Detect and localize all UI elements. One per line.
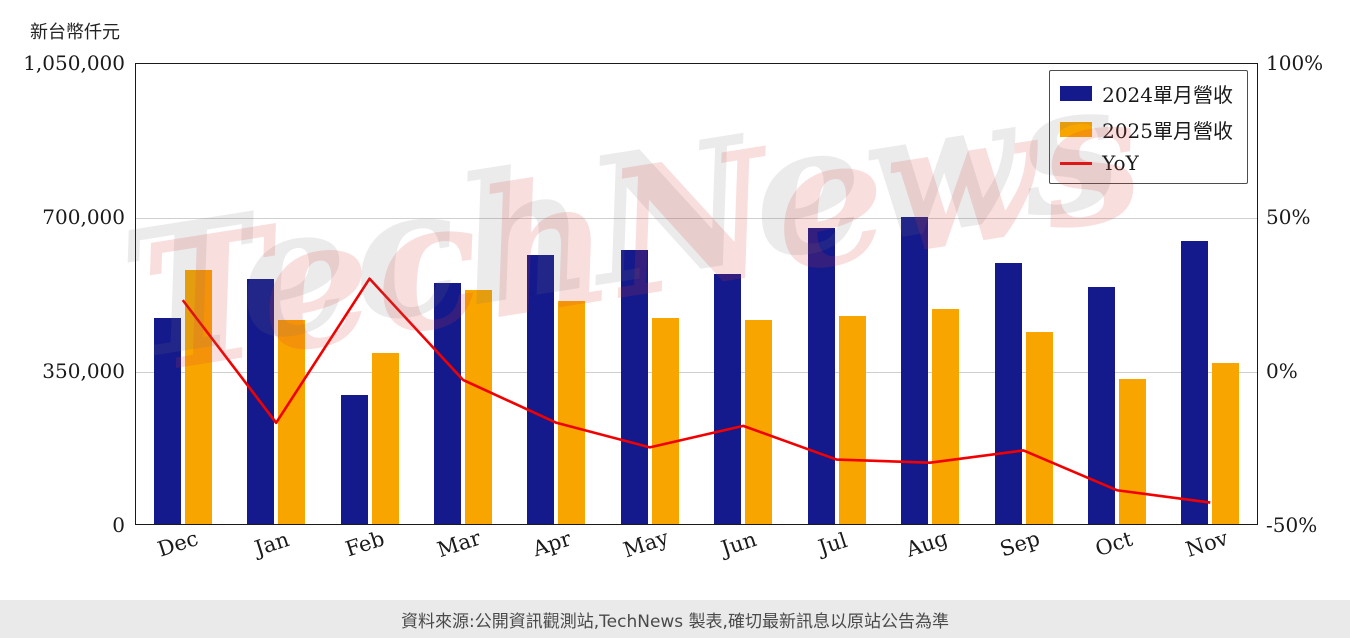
x-tick-oct: Oct	[1092, 526, 1136, 562]
legend-swatch-2024	[1060, 86, 1093, 101]
bar-2025單月營收-sep	[1025, 332, 1053, 524]
bar-group-apr	[510, 64, 603, 524]
x-tick-apr: Apr	[530, 526, 575, 562]
plot-area: 2024單月營收 2025單月營收 YoY	[135, 63, 1258, 525]
x-tick-jan: Jan	[251, 527, 292, 561]
yoy-line-chart	[136, 64, 1257, 524]
legend-item-2024: 2024單月營收	[1060, 79, 1233, 108]
bar-2025單月營收-jul	[838, 315, 866, 524]
bar-2024單月營收-jun	[714, 274, 742, 524]
legend-line-yoy	[1060, 161, 1093, 165]
bar-2025單月營收-apr	[558, 300, 586, 524]
bar-group-mar	[416, 64, 509, 524]
legend-label-2025: 2025單月營收	[1102, 119, 1233, 143]
x-tick-mar: Mar	[433, 525, 484, 563]
legend-label-yoy: YoY	[1102, 151, 1139, 175]
bar-series-container	[136, 64, 1257, 524]
legend-item-2025: 2025單月營收	[1060, 115, 1233, 144]
y-tick-left-1050000: 1,050,000	[23, 51, 125, 75]
x-tick-jul: Jul	[815, 528, 851, 560]
bar-2024單月營收-aug	[901, 217, 929, 524]
bar-2024單月營收-jul	[807, 228, 835, 524]
bar-group-aug	[883, 64, 976, 524]
x-tick-nov: Nov	[1183, 525, 1232, 562]
y-tick-right-50: 50%	[1266, 205, 1311, 229]
bar-group-dec	[136, 64, 229, 524]
bar-group-oct	[1070, 64, 1163, 524]
legend-swatch-2025	[1060, 122, 1093, 137]
x-tick-dec: Dec	[154, 526, 202, 562]
bar-2024單月營收-mar	[433, 283, 461, 524]
bar-group-jan	[229, 64, 322, 524]
bar-group-nov	[1164, 64, 1257, 524]
bar-2024單月營收-sep	[994, 263, 1022, 524]
bar-2025單月營收-aug	[932, 309, 960, 524]
x-tick-jun: Jun	[718, 526, 760, 561]
y-tick-left-0: 0	[112, 513, 125, 537]
bar-2024單月營收-nov	[1181, 241, 1209, 524]
bar-group-jul	[790, 64, 883, 524]
bar-2025單月營收-jun	[745, 320, 773, 524]
legend-label-2024: 2024單月營收	[1102, 83, 1233, 107]
bar-2024單月營收-may	[620, 250, 648, 524]
bar-group-sep	[977, 64, 1070, 524]
y-tick-right-neg50: -50%	[1266, 513, 1318, 537]
source-footer-text: 資料來源:公開資訊觀測站,TechNews 製表,確切最新訊息以原站公告為準	[401, 611, 949, 632]
x-tick-sep: Sep	[997, 526, 1043, 562]
bar-group-feb	[323, 64, 416, 524]
bar-2025單月營收-may	[651, 318, 679, 524]
bar-group-may	[603, 64, 696, 524]
bar-2025單月營收-jan	[278, 320, 306, 524]
bar-2024單月營收-feb	[340, 394, 368, 524]
bar-2025單月營收-nov	[1212, 362, 1240, 524]
bar-group-jun	[697, 64, 790, 524]
y-tick-left-350000: 350,000	[42, 359, 125, 383]
bar-2025單月營收-dec	[184, 269, 212, 524]
y-tick-right-0: 0%	[1266, 359, 1298, 383]
x-axis-labels: Dec Jan Feb Mar Apr May Jun Jul Aug Sep Oct Nov	[135, 525, 1258, 590]
gridline-700000	[136, 218, 1257, 219]
bar-2024單月營收-apr	[527, 254, 555, 524]
x-tick-aug: Aug	[902, 525, 951, 562]
x-tick-may: May	[620, 525, 672, 563]
y-tick-right-100: 100%	[1266, 51, 1324, 75]
y-axis-unit-label: 新台幣仟元	[30, 22, 120, 43]
x-tick-feb: Feb	[342, 526, 388, 562]
bar-2025單月營收-feb	[371, 353, 399, 524]
bar-2024單月營收-dec	[153, 318, 181, 524]
legend-item-yoy: YoY	[1060, 151, 1233, 175]
y-tick-left-700000: 700,000	[42, 205, 125, 229]
bar-2025單月營收-mar	[464, 289, 492, 524]
chart-legend: 2024單月營收 2025單月營收 YoY	[1049, 70, 1248, 184]
gridline-350000	[136, 372, 1257, 373]
bar-2025單月營收-oct	[1118, 379, 1146, 524]
source-footer: 資料來源:公開資訊觀測站,TechNews 製表,確切最新訊息以原站公告為準	[0, 600, 1350, 638]
